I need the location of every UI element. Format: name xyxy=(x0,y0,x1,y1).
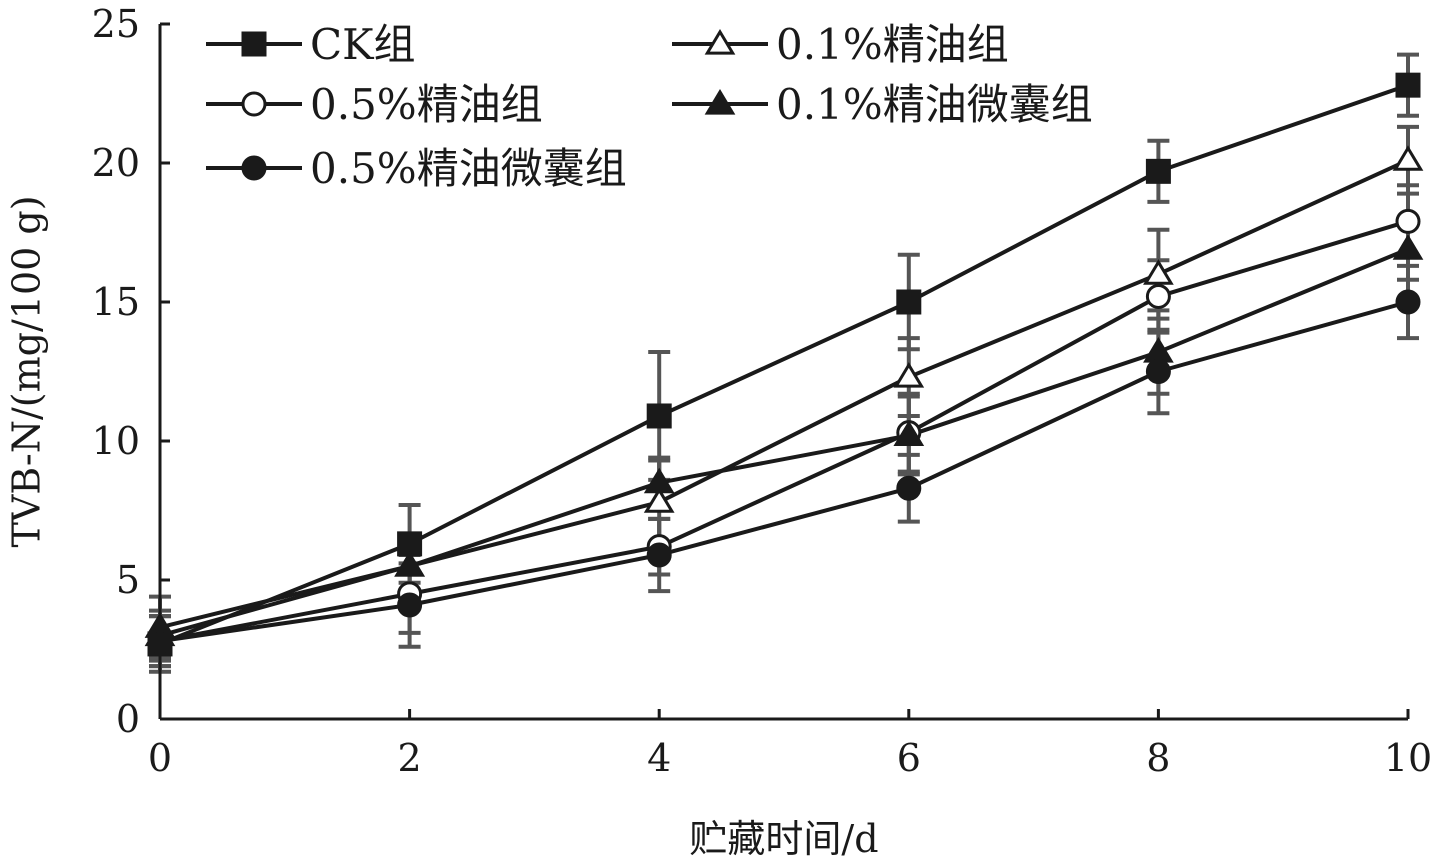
legend-label-4: 0.5%精油微囊组 xyxy=(310,144,627,193)
x-tick-label-2: 2 xyxy=(398,736,422,780)
point-s0-2 xyxy=(646,403,672,429)
legend-marker-2 xyxy=(241,91,267,117)
point-s0-4 xyxy=(1145,158,1171,184)
point-s3-1 xyxy=(394,551,425,577)
y-tick-label-5: 5 xyxy=(116,558,140,602)
legend-label-1: 0.1%精油组 xyxy=(776,20,1009,69)
point-s0-5 xyxy=(1395,72,1421,98)
legend-label-0: CK组 xyxy=(310,20,416,69)
legend-marker-1 xyxy=(704,28,736,55)
legend: CK组 0.1%精油组 0.5%精油组 0.1%精油微囊组 0.5%精油微囊组 xyxy=(206,20,1093,193)
x-tick-label-10: 10 xyxy=(1384,736,1432,780)
series-markers xyxy=(144,72,1424,657)
series-line-4 xyxy=(159,300,1409,644)
point-s4-2 xyxy=(646,542,672,568)
point-s1-2 xyxy=(643,487,675,513)
y-tick-label-20: 20 xyxy=(92,141,140,185)
point-s2-4 xyxy=(1145,283,1171,309)
point-s1-3 xyxy=(893,362,925,388)
point-s1-4 xyxy=(1143,259,1174,285)
x-tick-label-0: 0 xyxy=(148,736,172,780)
series-lines xyxy=(159,83,1409,646)
point-s4-5 xyxy=(1395,289,1421,315)
legend-marker-3 xyxy=(704,88,736,115)
x-tick-label-4: 4 xyxy=(647,736,671,780)
y-axis-title: TVB-N/(mg/100 g) xyxy=(5,195,49,547)
point-s1-5 xyxy=(1392,145,1424,171)
point-s0-3 xyxy=(896,289,922,315)
legend-marker-4 xyxy=(241,155,267,181)
axes xyxy=(158,24,1408,721)
series-line-0 xyxy=(159,83,1409,646)
series-line-3 xyxy=(159,247,1409,630)
point-s3-2 xyxy=(643,467,675,494)
ticks: 0 2 4 6 8 10 0 5 10 15 20 25 xyxy=(92,2,1433,780)
y-tick-label-10: 10 xyxy=(92,419,140,463)
x-axis-title: 贮藏时间/d xyxy=(689,817,878,861)
y-tick-label-25: 25 xyxy=(92,2,140,46)
series-line-1 xyxy=(159,158,1409,638)
x-tick-label-6: 6 xyxy=(897,736,921,780)
x-tick-label-8: 8 xyxy=(1146,736,1170,780)
legend-label-3: 0.1%精油微囊组 xyxy=(776,80,1093,129)
point-s4-3 xyxy=(896,475,922,501)
point-s3-3 xyxy=(893,420,925,447)
y-tick-label-0: 0 xyxy=(116,697,140,741)
y-tick-label-15: 15 xyxy=(92,280,140,324)
point-s2-5 xyxy=(1395,208,1421,234)
point-s4-1 xyxy=(397,592,423,618)
legend-label-2: 0.5%精油组 xyxy=(310,80,543,129)
point-s4-4 xyxy=(1145,359,1171,384)
point-s3-5 xyxy=(1392,234,1424,260)
series-line-2 xyxy=(159,219,1409,644)
legend-marker-0 xyxy=(241,31,267,57)
